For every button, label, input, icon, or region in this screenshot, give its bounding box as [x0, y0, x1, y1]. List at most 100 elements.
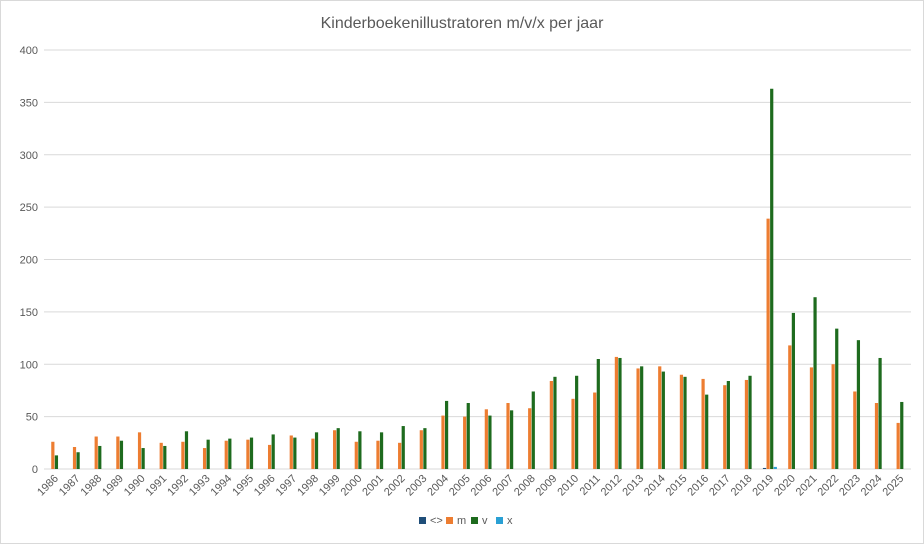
bar-m-2007 — [506, 403, 510, 469]
bar-m-1990 — [137, 432, 142, 469]
legend-item-<>[interactable]: <> — [419, 515, 443, 527]
x-tick-label: 2000 — [339, 473, 365, 499]
bar-v-1986 — [54, 455, 59, 469]
bar-v-2024 — [878, 357, 882, 469]
x-tick-label: 2015 — [664, 473, 690, 499]
x-tick-label: 1989 — [100, 473, 126, 499]
legend-swatch — [419, 517, 426, 524]
bar-v-2004 — [444, 400, 449, 469]
bar-m-2017 — [723, 385, 727, 469]
bar-v-1994 — [228, 438, 232, 469]
x-tick-label: 2006 — [469, 473, 495, 499]
legend-swatch — [496, 517, 503, 524]
bar-v-1995 — [249, 437, 254, 469]
legend-swatch — [471, 517, 478, 524]
x-tick-label: 2022 — [815, 473, 841, 499]
bar-v-1990 — [141, 448, 145, 469]
y-tick-label: 250 — [20, 202, 38, 214]
x-tick-label: 2005 — [447, 473, 473, 499]
bar-v-2011 — [596, 359, 600, 469]
legend-label: m — [457, 515, 466, 527]
bar-m-1993 — [202, 448, 207, 469]
bar-m-2013 — [636, 368, 640, 469]
bar-v-1997 — [293, 437, 297, 469]
legend-item-x[interactable]: x — [496, 515, 513, 527]
legend-item-m[interactable]: m — [446, 515, 466, 527]
legend[interactable]: <> m v x — [419, 515, 513, 527]
x-tick-label: 2021 — [794, 473, 820, 499]
legend-item-v[interactable]: v — [471, 515, 488, 527]
x-tick-label: 2009 — [534, 473, 560, 499]
y-tick-label: 150 — [20, 307, 38, 319]
bar-v-1987 — [76, 452, 80, 469]
bar-v-2007 — [510, 410, 514, 469]
x-tick-label: 1990 — [122, 473, 148, 499]
bar-m-1996 — [267, 444, 272, 469]
x-tick-label: 1991 — [144, 473, 170, 499]
x-tick-label: 2019 — [750, 473, 776, 499]
bar-m-2021 — [809, 367, 814, 469]
series-v — [54, 88, 904, 469]
bar-m-1997 — [289, 435, 293, 469]
bar-m-2012 — [614, 356, 618, 469]
x-tick-label: 1993 — [187, 473, 213, 499]
y-tick-label: 300 — [20, 150, 38, 162]
bar-v-1992 — [184, 431, 189, 469]
bar-m-2008 — [528, 408, 532, 469]
x-tick-label: 1988 — [79, 473, 105, 499]
x-tick-label: 2003 — [404, 473, 430, 499]
series-m — [51, 218, 900, 469]
x-tick-label: 2004 — [425, 473, 451, 499]
x-tick-label: 1986 — [35, 473, 61, 499]
bar-m-2020 — [788, 345, 792, 469]
y-axis-ticks: 0 50 100 150 200 250 300 350 400 — [20, 45, 38, 476]
x-tick-label: 2010 — [555, 473, 581, 499]
bar-v-1988 — [98, 445, 102, 469]
bar-m-2024 — [874, 403, 879, 469]
x-tick-label: 2002 — [382, 473, 408, 499]
bar-v-2001 — [379, 432, 384, 469]
bar-<>-2019 — [762, 467, 767, 469]
bar-m-1992 — [181, 441, 185, 469]
bar-m-2002 — [398, 442, 402, 469]
bar-m-2006 — [484, 409, 488, 469]
bar-m-2019 — [766, 218, 770, 469]
x-tick-label: 2014 — [642, 473, 668, 499]
bar-m-1999 — [333, 430, 337, 469]
x-tick-label: 1999 — [317, 473, 343, 499]
x-tick-label: 2023 — [837, 473, 863, 499]
bar-m-1987 — [72, 447, 77, 469]
bar-v-2014 — [661, 371, 665, 469]
bar-v-2021 — [813, 297, 817, 469]
x-tick-label: 2016 — [685, 473, 711, 499]
bar-m-1994 — [224, 440, 228, 469]
legend-label: <> — [430, 515, 443, 527]
y-tick-label: 0 — [32, 464, 38, 476]
x-tick-label: 2008 — [512, 473, 538, 499]
bar-m-2004 — [441, 415, 445, 469]
bar-v-2023 — [856, 340, 861, 469]
bar-m-1986 — [51, 441, 55, 469]
x-tick-label: 1987 — [57, 473, 83, 499]
bar-m-2016 — [701, 378, 705, 469]
x-tick-label: 2012 — [599, 473, 625, 499]
bar-m-2010 — [571, 398, 575, 469]
x-tick-label: 1998 — [295, 473, 321, 499]
x-tick-label: 1992 — [165, 473, 191, 499]
bar-v-2009 — [553, 376, 557, 469]
bar-v-2006 — [488, 415, 492, 469]
y-tick-label: 200 — [20, 255, 38, 267]
bar-m-2003 — [419, 430, 423, 469]
bar-v-2017 — [726, 381, 730, 469]
bar-m-2023 — [853, 391, 857, 469]
bar-m-2015 — [679, 374, 684, 469]
legend-swatch — [446, 517, 453, 524]
bar-v-2015 — [683, 376, 687, 469]
bar-m-1995 — [246, 439, 250, 469]
x-tick-label: 2013 — [620, 473, 646, 499]
bar-v-2018 — [748, 375, 752, 469]
bar-v-2022 — [835, 328, 839, 469]
x-tick-label: 1994 — [209, 473, 235, 499]
bar-m-2018 — [744, 379, 749, 469]
x-tick-label: 1996 — [252, 473, 278, 499]
